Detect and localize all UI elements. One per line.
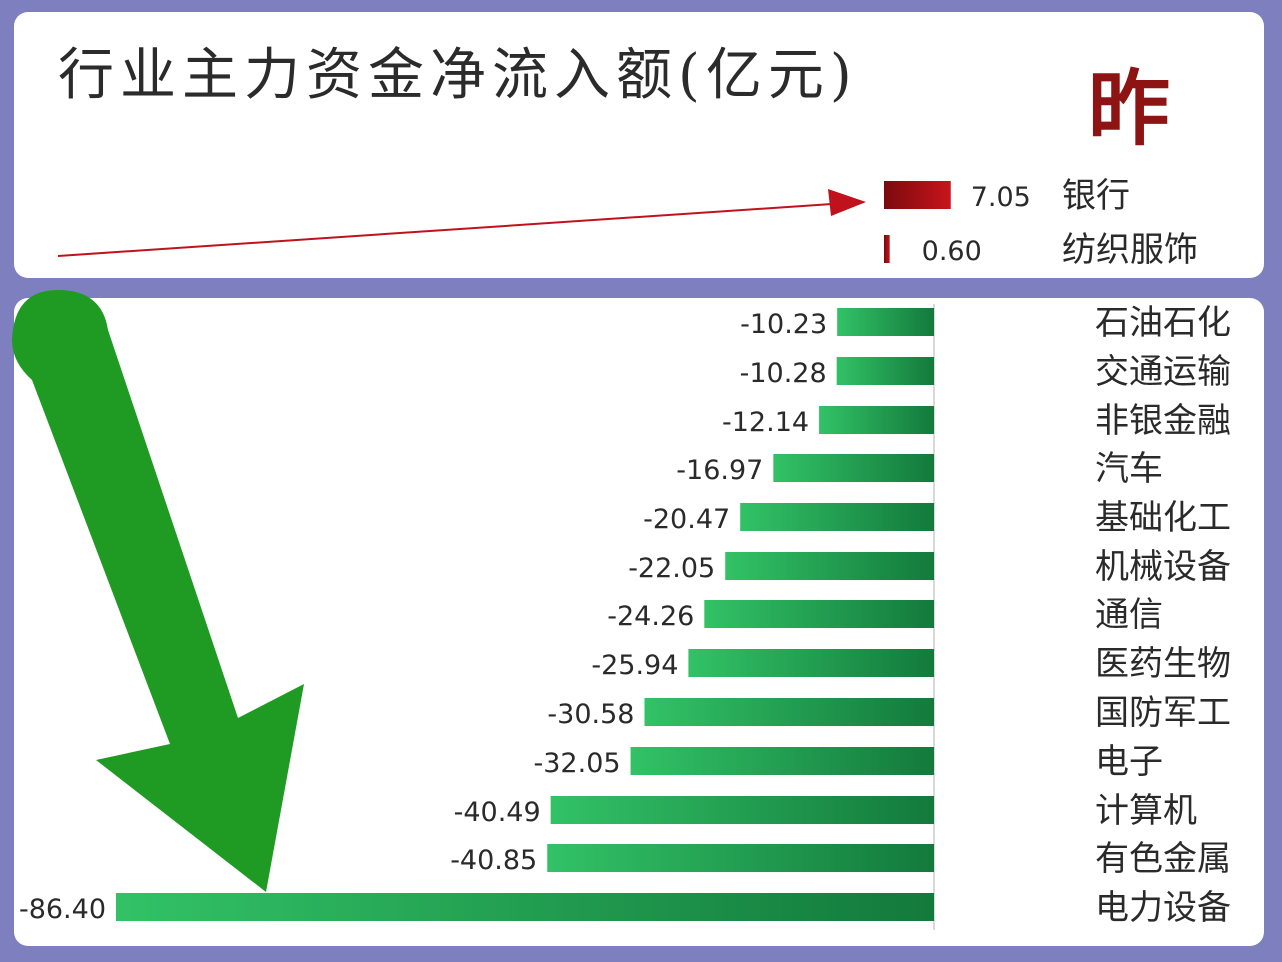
value-label-14: -86.40 <box>19 894 106 925</box>
category-label-7: 机械设备 <box>1095 547 1231 587</box>
bar-0 <box>884 181 951 209</box>
bar-9 <box>688 649 934 677</box>
category-label-8: 通信 <box>1095 595 1163 635</box>
category-label-6: 基础化工 <box>1095 498 1231 538</box>
bar-10 <box>644 698 934 726</box>
green-down-arrow-icon <box>12 290 304 892</box>
category-label-10: 国防军工 <box>1095 693 1231 733</box>
value-label-1: 0.60 <box>922 236 982 267</box>
bar-2 <box>837 308 934 336</box>
value-label-11: -32.05 <box>534 748 621 779</box>
category-label-3: 交通运输 <box>1095 352 1231 392</box>
bar-14 <box>116 893 934 921</box>
category-label-14: 电力设备 <box>1095 888 1231 928</box>
bar-11 <box>630 747 934 775</box>
value-label-5: -16.97 <box>676 455 763 486</box>
bar-3 <box>836 357 934 385</box>
category-label-4: 非银金融 <box>1095 401 1231 441</box>
bar-7 <box>725 552 934 580</box>
category-label-5: 汽车 <box>1095 449 1163 489</box>
bar-4 <box>819 406 934 434</box>
bar-6 <box>740 503 934 531</box>
value-label-13: -40.85 <box>450 845 537 876</box>
value-label-10: -30.58 <box>547 699 634 730</box>
red-arrow-line <box>57 203 833 257</box>
bar-1 <box>884 235 890 263</box>
day-label: 昨 <box>1088 62 1171 157</box>
value-label-3: -10.28 <box>740 358 827 389</box>
top-panel <box>14 12 1264 278</box>
bar-5 <box>773 454 934 482</box>
value-label-2: -10.23 <box>740 309 827 340</box>
chart-title: 行业主力资金净流入额(亿元) <box>58 43 858 108</box>
bar-8 <box>704 600 934 628</box>
value-label-8: -24.26 <box>607 601 694 632</box>
red-arrow-head <box>828 189 866 216</box>
category-label-0: 银行 <box>1062 176 1130 216</box>
value-label-6: -20.47 <box>643 504 730 535</box>
value-label-0: 7.05 <box>971 182 1031 213</box>
category-label-1: 纺织服饰 <box>1062 230 1198 270</box>
category-label-12: 计算机 <box>1095 791 1197 831</box>
bar-12 <box>550 796 934 824</box>
value-label-12: -40.49 <box>454 797 541 828</box>
category-label-13: 有色金属 <box>1095 839 1231 879</box>
category-label-2: 石油石化 <box>1095 303 1231 343</box>
bar-13 <box>547 844 934 872</box>
value-label-4: -12.14 <box>722 407 809 438</box>
category-label-9: 医药生物 <box>1095 644 1231 684</box>
value-label-9: -25.94 <box>591 650 678 681</box>
category-label-11: 电子 <box>1095 742 1163 782</box>
value-label-7: -22.05 <box>628 553 715 584</box>
